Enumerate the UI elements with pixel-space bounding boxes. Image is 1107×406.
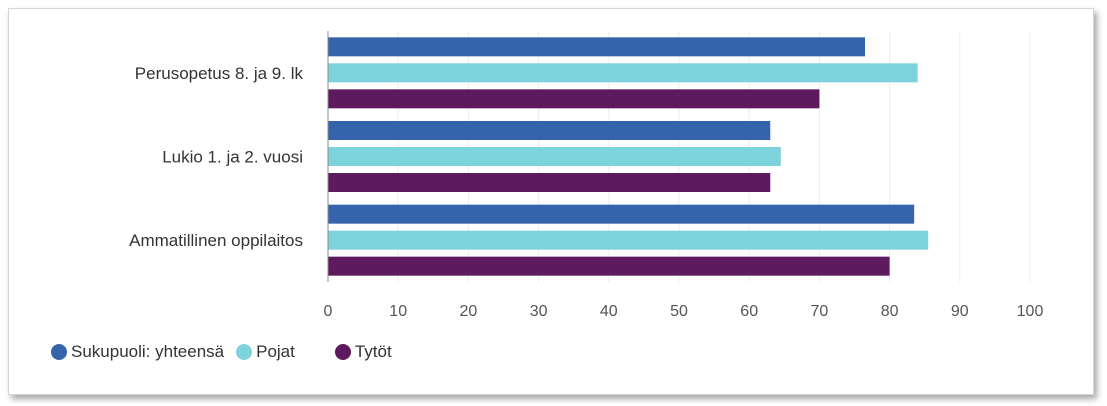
category-label: Ammatillinen oppilaitos bbox=[129, 231, 303, 250]
x-tick-label: 90 bbox=[951, 303, 969, 320]
legend-dot-total bbox=[51, 344, 67, 360]
bar bbox=[328, 147, 781, 166]
legend-item-boys[interactable]: Pojat bbox=[236, 342, 295, 362]
x-tick-label: 80 bbox=[881, 303, 899, 320]
x-tick-label: 100 bbox=[1017, 303, 1044, 320]
bar bbox=[328, 63, 918, 83]
category-label: Perusopetus 8. ja 9. lk bbox=[135, 64, 304, 83]
x-tick-label: 20 bbox=[460, 303, 478, 320]
bar bbox=[328, 37, 866, 57]
chart-legend: Sukupuoli: yhteensä Pojat Tytöt bbox=[51, 342, 404, 362]
bar bbox=[328, 89, 820, 109]
legend-label-total: Sukupuoli: yhteensä bbox=[71, 342, 225, 361]
x-tick-label: 30 bbox=[530, 303, 548, 320]
bar bbox=[328, 256, 890, 276]
bar bbox=[328, 204, 915, 224]
legend-item-total[interactable]: Sukupuoli: yhteensä bbox=[51, 342, 224, 362]
legend-item-girls[interactable]: Tytöt bbox=[334, 342, 392, 362]
category-label: Lukio 1. ja 2. vuosi bbox=[162, 148, 303, 167]
bar-chart: 0 10 20 30 40 50 60 70 80 90 100 Perusopetus 8. ja … bbox=[129, 31, 1044, 320]
bar bbox=[328, 230, 929, 250]
x-tick-label: 60 bbox=[740, 303, 758, 320]
chart-frame: 0 10 20 30 40 50 60 70 80 90 100 Perusopetus 8. ja … bbox=[8, 8, 1094, 395]
legend-label-boys: Pojat bbox=[256, 342, 295, 361]
bar bbox=[328, 121, 771, 140]
legend-dot-girls bbox=[334, 344, 351, 360]
x-tick-label: 70 bbox=[811, 303, 829, 320]
legend-dot-boys bbox=[236, 344, 253, 360]
x-tick-label: 50 bbox=[670, 303, 688, 320]
x-tick-label: 0 bbox=[324, 303, 333, 320]
legend-label-girls: Tytöt bbox=[354, 342, 392, 361]
x-tick-label: 10 bbox=[389, 303, 407, 320]
bar bbox=[328, 173, 771, 192]
x-tick-label: 40 bbox=[600, 303, 618, 320]
